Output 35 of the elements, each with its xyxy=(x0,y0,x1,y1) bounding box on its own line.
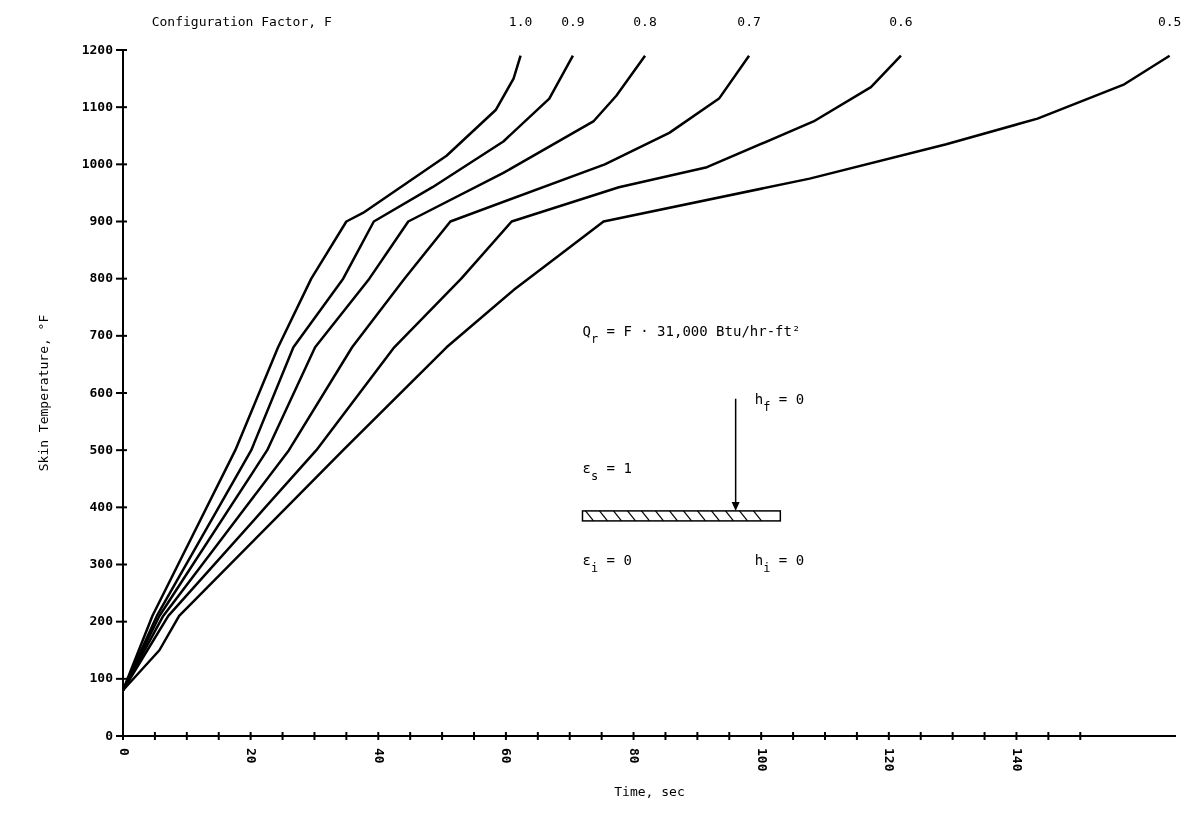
y-tick-label: 400 xyxy=(89,498,114,514)
x-tick-label: 80 xyxy=(627,748,643,764)
y-tick-label: 500 xyxy=(89,441,114,457)
y-tick-label: 1200 xyxy=(81,41,114,57)
text: 0.9 xyxy=(561,14,585,29)
text: 0.5 xyxy=(1157,14,1182,29)
y-axis-title: Skin Temperature, °F xyxy=(36,314,51,472)
y-tick-label: 900 xyxy=(89,213,114,228)
legend-title: Configuration Factor, F xyxy=(151,14,332,29)
annotation: ε$_{i}$ = 0 xyxy=(582,551,632,575)
y-tick-label: 1000 xyxy=(81,155,114,171)
x-tick-label: 140 xyxy=(1009,748,1025,772)
y-tick-label: 600 xyxy=(89,384,114,400)
x-tick-label: 60 xyxy=(499,748,515,764)
x-axis-title: Time, sec xyxy=(614,784,685,799)
x-tick-label: 40 xyxy=(371,748,387,764)
y-tick-label: 1100 xyxy=(81,98,114,114)
y-tick-label: 300 xyxy=(89,556,114,571)
y-tick-label: 200 xyxy=(89,613,114,629)
y-tick-label: 800 xyxy=(89,270,114,286)
y-tick-label: 100 xyxy=(89,670,114,686)
y-tick-label: 0 xyxy=(105,727,114,743)
annotation: ε$_{s}$ = 1 xyxy=(582,460,632,484)
x-tick-label: 120 xyxy=(882,748,898,772)
annotation: h$_{i}$ = 0 xyxy=(754,551,805,575)
annotation: h$_{f}$ = 0 xyxy=(754,391,805,415)
y-tick-label: 700 xyxy=(89,327,114,343)
text: 0.6 xyxy=(889,14,913,29)
x-tick-label: 20 xyxy=(244,748,260,764)
text: 1.0 xyxy=(508,14,533,29)
x-tick-label: 0 xyxy=(116,748,132,756)
text: 0.7 xyxy=(737,14,761,29)
x-tick-label: 100 xyxy=(754,748,770,772)
text: 0.8 xyxy=(633,14,657,29)
annotation: Q$_{r}$ = F · 31,000 Btu/hr-ft² xyxy=(582,322,801,346)
